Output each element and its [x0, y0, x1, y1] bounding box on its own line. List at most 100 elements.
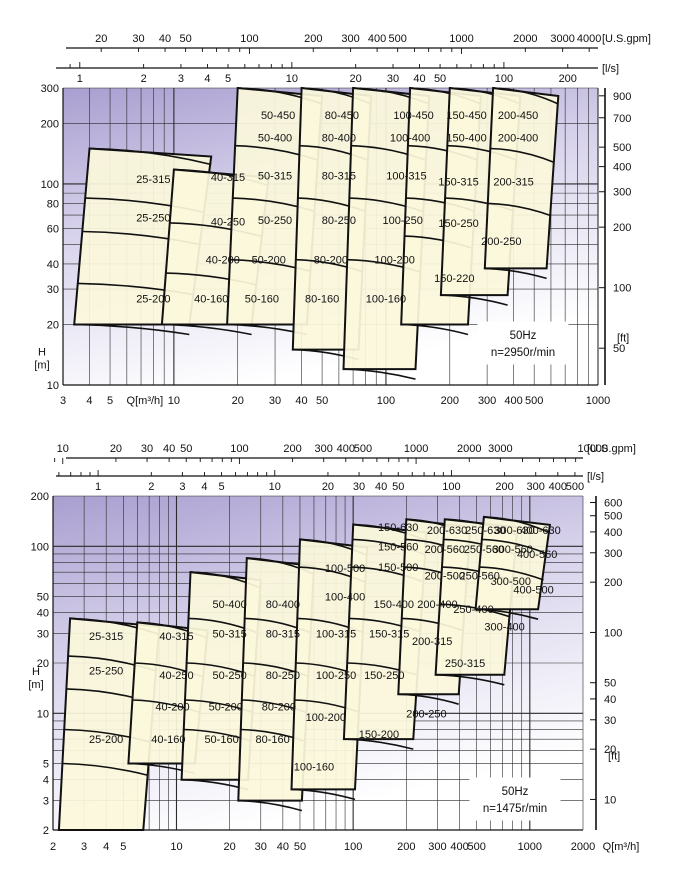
- pump-model-label: 200-250: [481, 236, 521, 248]
- top-axis-tick-label: 50: [179, 33, 191, 45]
- top-axis-tick-label: 40: [159, 33, 171, 45]
- top-axis-tick-label: 20: [95, 33, 107, 45]
- pump-model-label: 80-400: [266, 599, 300, 611]
- top-axis-tick-label: 3000: [550, 33, 574, 45]
- pump-model-label: 25-250: [89, 666, 123, 678]
- top-axis-tick-label: 20: [350, 73, 362, 85]
- speed-note: 50Hz n=2950r/min: [477, 321, 569, 365]
- impeller-curve: [89, 147, 212, 166]
- top-axis-tick-label: 2: [141, 73, 147, 85]
- pump-model-label: 100-315: [316, 629, 356, 641]
- pump-model-label: 80-200: [262, 701, 296, 713]
- impeller-curve: [483, 516, 551, 534]
- right-axis-tick-label: 400: [604, 527, 622, 539]
- x-tick-label: 50: [316, 395, 328, 407]
- pump-model-label: 40-250: [159, 670, 193, 682]
- y-axis-title: H: [32, 666, 40, 678]
- pump-model-label: 25-315: [89, 631, 123, 643]
- impeller-curve: [74, 323, 190, 336]
- top-axis-unit: [U.S.gpm]: [587, 443, 636, 455]
- y-tick-label: 40: [47, 259, 59, 271]
- y-axis-unit: [m]: [34, 360, 49, 372]
- top-axis-unit: [l/s]: [587, 471, 604, 483]
- top-axis-tick-label: 50: [434, 73, 446, 85]
- top-axis-tick-label: 5: [219, 481, 225, 493]
- y-tick-labels: 10 20 30 40 60 80 100 200 300: [41, 83, 59, 392]
- x-tick-label: 3: [60, 395, 66, 407]
- right-axis-tick-label: 500: [604, 511, 622, 523]
- y-tick-label: 200: [41, 118, 59, 130]
- pump-model-label: 50-250: [213, 670, 247, 682]
- y-axis-unit: [m]: [28, 679, 43, 691]
- top-axis-tick-label: 20: [110, 443, 122, 455]
- right-axis-tick-label: 20: [604, 744, 616, 756]
- pump-model-label: 40-160: [194, 293, 228, 305]
- x-tick-label: 100: [377, 395, 395, 407]
- pump-model-label: 200-400: [498, 133, 538, 145]
- top-axis-unit: [l/s]: [602, 63, 619, 75]
- y-tick-label: 30: [47, 284, 59, 296]
- x-tick-label: 20: [224, 841, 236, 853]
- pump-model-label: 200-450: [498, 110, 538, 122]
- x-tick-label: 1000: [518, 841, 542, 853]
- right-axis-ft: 50 100 200 300 400 500 700 900 [ft]: [599, 88, 631, 385]
- x-tick-label: 400: [504, 395, 522, 407]
- pump-model-label: 50-200: [209, 701, 243, 713]
- x-tick-label: 2: [50, 841, 56, 853]
- top-axis-tick-label: 30: [387, 73, 399, 85]
- y-tick-label: 30: [37, 629, 49, 641]
- right-axis-tick-label: 300: [613, 187, 631, 199]
- x-tick-label: 200: [397, 841, 415, 853]
- right-axis-tick-label: 50: [604, 678, 616, 690]
- pump-model-label: 25-200: [136, 293, 170, 305]
- top-axis-tick-label: 3000: [488, 443, 512, 455]
- right-axis-tick-label: 500: [613, 142, 631, 154]
- pump-model-label: 40-200: [206, 255, 240, 267]
- x-tick-label: 10: [170, 841, 182, 853]
- x-tick-label: 4: [103, 841, 109, 853]
- pump-model-label: 25-315: [136, 174, 170, 186]
- pump-model-label: 80-200: [314, 255, 348, 267]
- right-axis-tick-label: 50: [613, 343, 625, 355]
- y-tick-label: 60: [47, 224, 59, 236]
- pump-model-label: 200-315: [412, 636, 452, 648]
- top-axis-tick-label: 200: [304, 33, 322, 45]
- top-axis-tick-label: 40: [413, 73, 425, 85]
- y-tick-label: 4: [43, 775, 49, 787]
- y-tick-label: 50: [37, 592, 49, 604]
- y-tick-label: 80: [47, 198, 59, 210]
- y-tick-label: 10: [47, 380, 59, 392]
- speed-note-text: n=2950r/min: [491, 347, 555, 359]
- pump-band: [474, 515, 552, 620]
- top-axis-tick-label: 500: [566, 481, 584, 493]
- top-axis-tick-label: 3: [178, 73, 184, 85]
- impeller-curve: [440, 294, 508, 306]
- frequency-note: 50Hz: [502, 786, 529, 798]
- top-axis-tick-label: 1000: [449, 33, 473, 45]
- top-axis-tick-label: 400: [549, 481, 567, 493]
- pump-band-outline: [483, 86, 560, 270]
- x-tick-label: 3: [81, 841, 87, 853]
- x-tick-label: 4: [86, 395, 92, 407]
- top-axis-tick-label: 200: [495, 481, 513, 493]
- frequency-note: 50Hz: [510, 330, 537, 342]
- y-tick-label: 5: [43, 759, 49, 771]
- x-tick-label: 300: [478, 395, 496, 407]
- impeller-curve: [487, 202, 552, 217]
- pump-model-label: 50-315: [213, 629, 247, 641]
- pump-model-label: 150-250: [364, 670, 404, 682]
- speed-note-box: [469, 777, 561, 821]
- top-axis-tick-label: 4: [204, 73, 210, 85]
- pump-model-label: 100-250: [316, 670, 356, 682]
- top-axis-tick-label: 500: [354, 443, 372, 455]
- pump-model-label: 40-315: [159, 631, 193, 643]
- top-axis-tick-label: 10: [57, 443, 69, 455]
- impeller-curve: [481, 538, 548, 555]
- x-tick-label: 1000: [586, 395, 610, 407]
- top-axis-tick-label: 400: [337, 443, 355, 455]
- pump-model-label: 150-220: [434, 273, 474, 285]
- impeller-curve: [343, 368, 416, 380]
- top-axis-unit: [U.S.gpm]: [602, 33, 651, 45]
